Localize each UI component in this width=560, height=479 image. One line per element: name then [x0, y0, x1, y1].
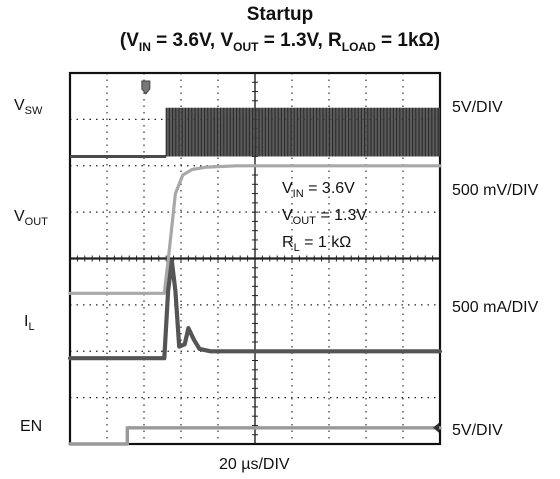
chart-title: Startup: [246, 4, 314, 25]
channel-label-il: IL: [24, 313, 35, 334]
x-axis-scale-label: 20 µs/DIV: [219, 456, 290, 473]
channel-scale-vsw: 5V/DIV: [452, 99, 503, 116]
annotation-vin: VIN = 3.6V: [282, 180, 355, 201]
trace-il: [67, 258, 443, 361]
subtitle-vin-sub: IN: [138, 39, 151, 54]
channel-scale-en: 5V/DIV: [452, 422, 503, 439]
subtitle-rload-value: = 1kΩ: [381, 30, 434, 51]
subtitle-vout-sub: OUT: [233, 39, 259, 54]
channel-reference-marker: [433, 422, 439, 433]
channel-label-vout: VOUT: [14, 208, 48, 229]
subtitle-vout-value: = 1.3V,: [263, 30, 323, 51]
channel-scale-vout: 500 mV/DIV: [452, 182, 539, 199]
subtitle-vin-value: = 3.6V,: [156, 30, 216, 51]
subtitle-rload-label: R: [328, 30, 342, 51]
subtitle-vin-label: V: [126, 30, 139, 51]
trace-en: [68, 426, 442, 446]
channel-label-vsw: VSW: [14, 97, 43, 118]
trace-vout: [68, 164, 442, 295]
annotation-rl: RL = 1 kΩ: [282, 234, 352, 255]
annotation-block: VIN = 3.6V VOUT = 1.3V RL = 1 kΩ: [282, 178, 367, 260]
channel-scale-il: 500 mA/DIV: [452, 299, 539, 316]
channel-label-en: EN: [20, 418, 43, 435]
chart-subtitle: (VIN = 3.6V, VOUT = 1.3V, RLOAD = 1kΩ): [119, 30, 441, 54]
trace-vsw-switching-band: [166, 107, 440, 157]
subtitle-rload-sub: LOAD: [341, 39, 376, 54]
subtitle-vout-label: V: [220, 30, 234, 51]
plot-border: [68, 71, 442, 446]
annotation-vout: VOUT = 1.3V: [282, 207, 368, 228]
trigger-position-marker: [141, 80, 151, 95]
